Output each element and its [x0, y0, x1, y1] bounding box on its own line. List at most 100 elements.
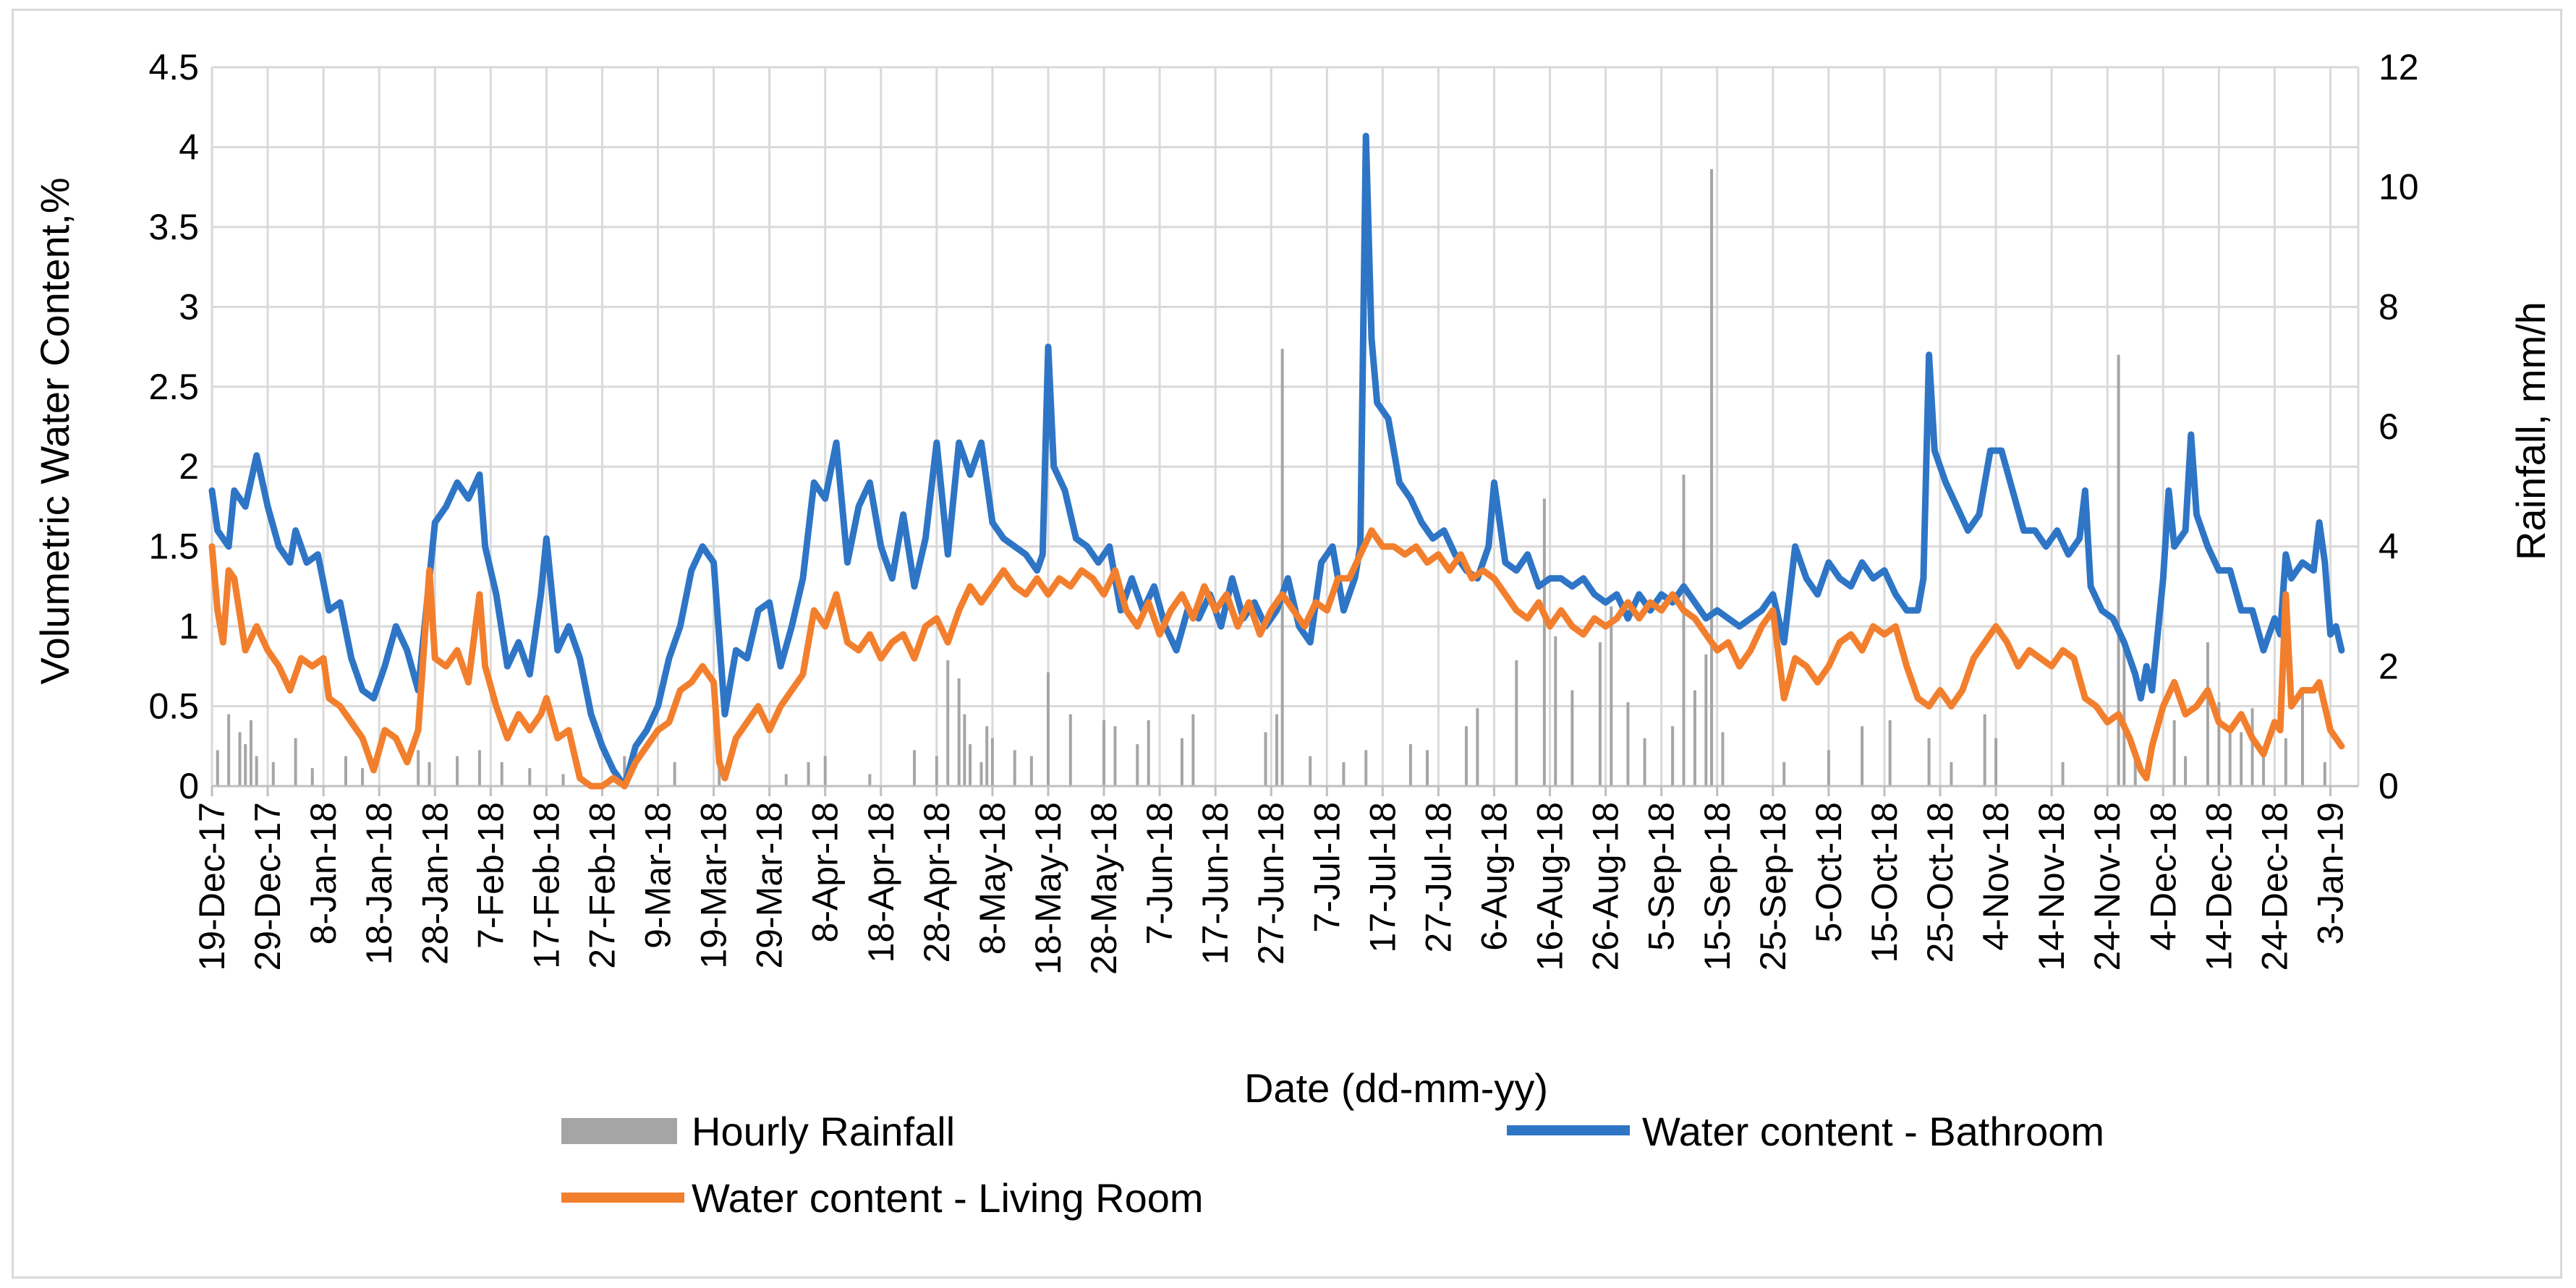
rainfall-bar: [255, 756, 258, 786]
rainfall-bar: [238, 732, 242, 786]
tick-labels: 0 0.5 1 1.5 2 2.5 3 3.5 4 4.5 0 2 4 6 8 10 12 19-Dec-17 29…: [148, 47, 2418, 975]
rainfall-bar: [1827, 750, 1830, 786]
rainfall-bar: [1610, 606, 1613, 786]
rainfall-bar: [1721, 732, 1725, 786]
x-tick-label: 19-Mar-18: [694, 802, 734, 969]
rainfall-bar: [935, 756, 938, 786]
rainfall-bar: [985, 726, 989, 786]
y-left-tick-label: 0: [179, 766, 199, 806]
y-right-tick-label: 8: [2379, 286, 2399, 327]
rainfall-bar: [2206, 642, 2209, 786]
y-axis-left-title: Volumetric Water Content,%: [32, 177, 77, 684]
rainfall-bar: [500, 762, 503, 786]
rainfall-bar: [1782, 762, 1786, 786]
bathroom-line: [208, 132, 2345, 790]
living-room-line: [208, 527, 2345, 790]
rainfall-bar: [1994, 738, 1998, 786]
rainfall-bar: [1113, 726, 1117, 786]
y-right-tick-label: 12: [2379, 47, 2419, 88]
x-tick-label: 4-Dec-18: [2143, 802, 2183, 951]
x-tick-label: 7-Jul-18: [1306, 802, 1347, 933]
rainfall-bar: [1888, 720, 1892, 786]
rainfall-bar: [868, 774, 872, 786]
rainfall-bar: [946, 660, 950, 786]
y-left-tick-label: 4.5: [148, 47, 199, 88]
x-tick-label: 8-May-18: [972, 802, 1013, 955]
rainfall-bar: [2261, 756, 2265, 786]
x-axis-title: Date (dd-mm-yy): [1244, 1065, 1548, 1111]
x-tick-label: 14-Nov-18: [2031, 802, 2072, 971]
rainfall-bar: [1950, 762, 1953, 786]
rainfall-bar: [2061, 762, 2065, 786]
rainfall-bar: [428, 762, 431, 786]
y-left-tick-label: 0.5: [148, 686, 199, 727]
legend-label-hourly-rainfall: Hourly Rainfall: [692, 1109, 955, 1154]
rainfall-bar: [1364, 750, 1368, 786]
rainfall-bar: [2250, 708, 2254, 786]
rainfall-bar: [1643, 738, 1646, 786]
rainfall-bar: [1046, 672, 1050, 786]
rainfall-bar: [561, 774, 565, 786]
rainfall-bar: [271, 762, 275, 786]
x-tick-label: 16-Aug-18: [1530, 802, 1570, 971]
x-tick-label: 17-Jun-18: [1195, 802, 1236, 965]
x-tick-label: 29-Dec-17: [247, 802, 288, 971]
y-left-tick-label: 2.5: [148, 367, 199, 407]
y-right-tick-label: 0: [2379, 766, 2399, 806]
rainfall-bar: [1983, 714, 1986, 786]
rainfall-bar: [477, 750, 481, 786]
x-tick-label: 27-Jun-18: [1251, 802, 1291, 965]
rainfall-bar: [1102, 720, 1106, 786]
x-tick-label: 17-Jul-18: [1362, 802, 1403, 952]
rainfall-bar: [1426, 750, 1429, 786]
rainfall-bar: [1191, 714, 1195, 786]
y-left-tick-label: 1.5: [148, 526, 199, 567]
legend-label-bathroom: Water content - Bathroom: [1642, 1109, 2104, 1154]
rainfall-bar: [979, 762, 983, 786]
gridlines: [211, 66, 2360, 786]
x-tick-label: 18-Apr-18: [861, 802, 901, 963]
rainfall-bar: [249, 720, 252, 786]
y-right-tick-label: 6: [2379, 406, 2399, 447]
x-tick-label: 7-Jun-18: [1139, 802, 1180, 944]
rainfall-bar: [1598, 642, 1602, 786]
rainfall-bar: [673, 762, 676, 786]
rainfall-bars: [216, 169, 2326, 787]
rainfall-bar: [2300, 690, 2304, 786]
rainfall-bar: [807, 762, 810, 786]
rainfall-bar: [2172, 720, 2176, 786]
x-tick-label: 8-Apr-18: [805, 802, 846, 943]
rainfall-bar: [1029, 756, 1033, 786]
x-tick-label: 27-Feb-18: [582, 802, 622, 969]
rainfall-bar: [784, 774, 788, 786]
rainfall-bar: [1342, 762, 1346, 786]
rainfall-bar: [1264, 732, 1267, 786]
rainfall-bar: [1542, 498, 1546, 786]
y-right-tick-label: 4: [2379, 526, 2399, 567]
rainfall-bar: [1710, 169, 1714, 787]
x-tick-label: 15-Oct-18: [1864, 802, 1905, 963]
rainfall-bar: [990, 738, 994, 786]
rainfall-bar: [1068, 714, 1072, 786]
x-tick-label: 4-Nov-18: [1976, 802, 2016, 951]
legend-item-living-room: Water content - Living Room: [561, 1175, 1204, 1221]
x-tick-label: 18-May-18: [1028, 802, 1068, 975]
x-tick-label: 7-Feb-18: [470, 802, 511, 949]
rainfall-bar: [1671, 726, 1675, 786]
rainfall-bar: [1570, 690, 1574, 786]
rainfall-bar: [1626, 702, 1630, 786]
rainfall-bar: [1554, 636, 1557, 786]
rainfall-bar: [957, 678, 961, 786]
x-tick-label: 5-Sep-18: [1641, 802, 1682, 951]
rainfall-bar: [456, 756, 459, 786]
rainfall-bar: [1861, 726, 1864, 786]
x-tick-label: 5-Oct-18: [1808, 802, 1849, 943]
rainfall-bar: [1927, 738, 1931, 786]
x-tick-label: 26-Aug-18: [1586, 802, 1626, 971]
rainfall-bar: [2122, 648, 2126, 786]
rainfall-bar: [1013, 750, 1016, 786]
x-tick-label: 19-Dec-17: [192, 802, 232, 971]
rainfall-bar: [2228, 726, 2232, 786]
x-tick-label: 28-Apr-18: [917, 802, 957, 963]
legend-item-hourly-rainfall: Hourly Rainfall: [561, 1109, 955, 1154]
